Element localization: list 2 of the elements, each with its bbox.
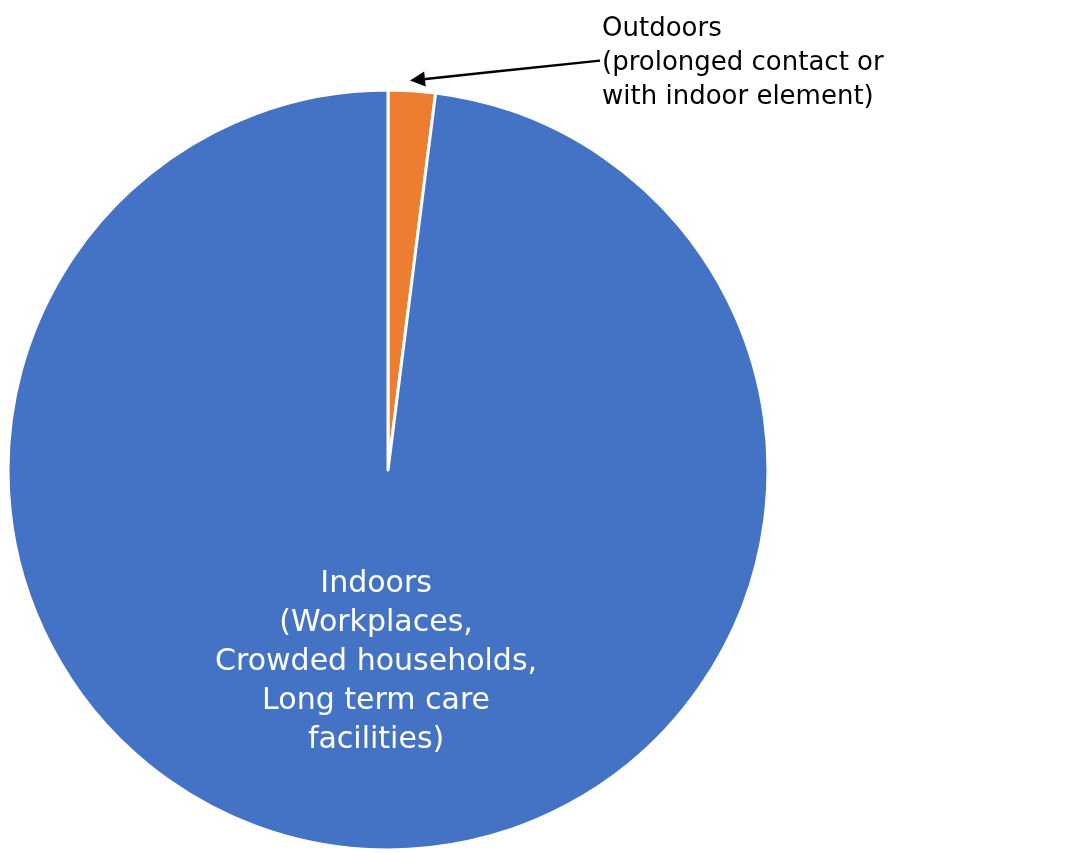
slice-label: Indoors (Workplaces, Crowded households, Long term care facilities) [215, 564, 538, 756]
slice-label: Outdoors (prolonged contact or with indoor element) [602, 12, 885, 110]
